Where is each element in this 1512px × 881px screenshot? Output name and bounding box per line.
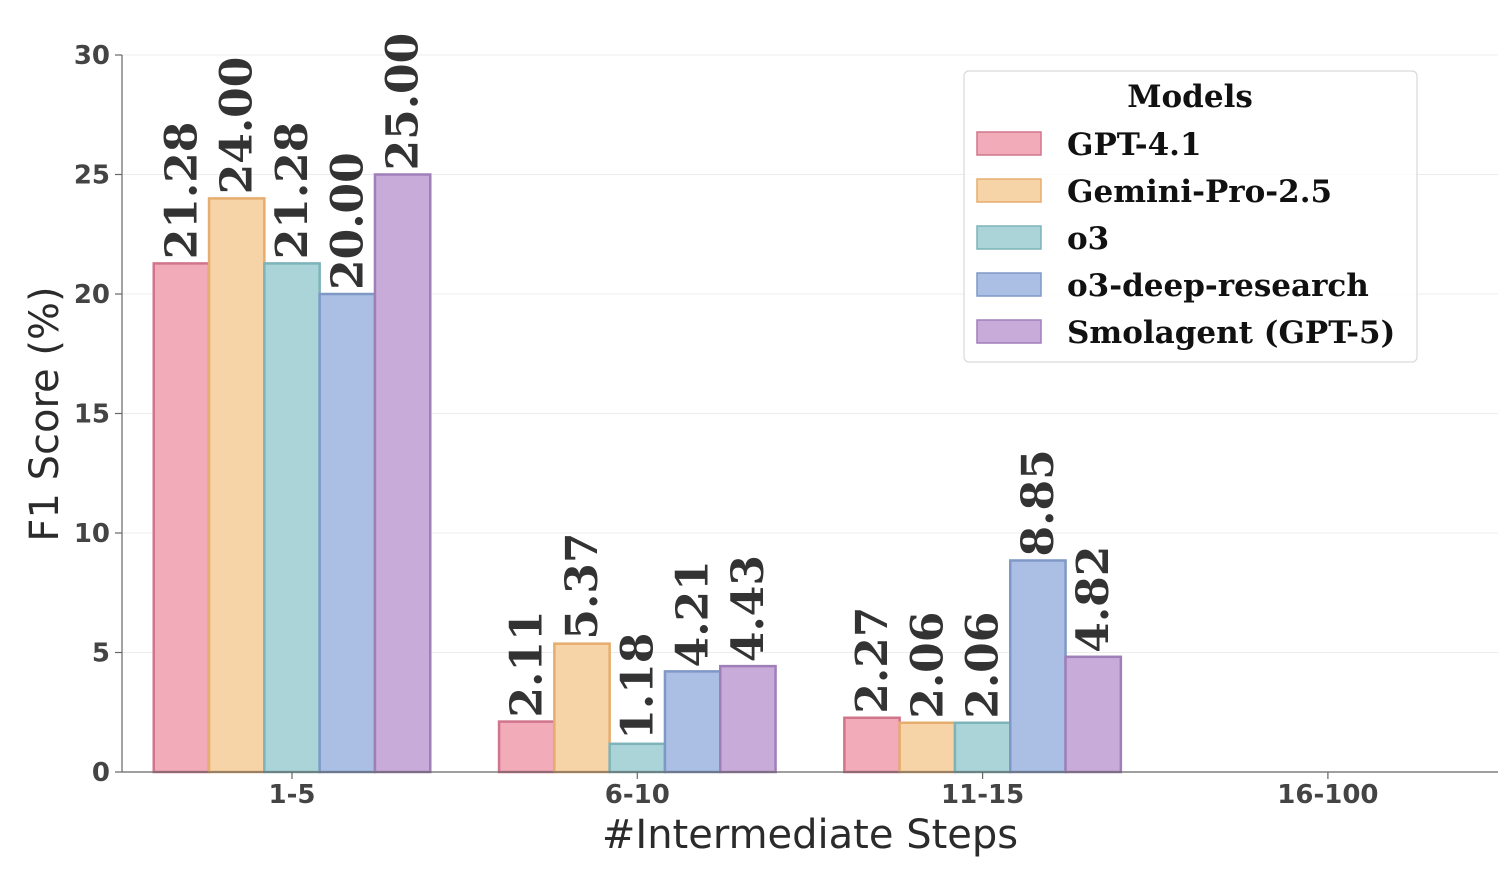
legend-items: GPT-4.1 Gemini-Pro-2.5 o3 o3-deep-research S… — [976, 127, 1395, 351]
x-tick-label: 11-15 — [941, 780, 1024, 810]
y-tick-label: 0 — [92, 758, 110, 788]
x-tick-label: 6-10 — [605, 780, 670, 810]
bar-value-label: 21.28 — [156, 122, 207, 260]
bar-value-label: 2.06 — [958, 612, 1009, 719]
bar — [207, 197, 266, 774]
legend-label: Smolagent (GPT-5) — [1067, 315, 1395, 351]
bar — [843, 716, 901, 774]
bar-labels: 21.28 2.11 2.27 24.00 5.37 2.06 21.28 1.18 2.06 2… — [156, 33, 1119, 740]
bar — [373, 173, 432, 774]
bar-value-label: 25.00 — [378, 33, 429, 171]
legend-swatch — [976, 319, 1042, 344]
y-tick-label: 25 — [74, 161, 110, 191]
bar-value-label: 1.18 — [612, 633, 663, 740]
y-tick-label: 20 — [74, 280, 110, 310]
legend-label: GPT-4.1 — [1067, 127, 1202, 163]
legend-swatch — [976, 225, 1042, 250]
legend-label: Gemini-Pro-2.5 — [1067, 174, 1332, 210]
bar — [663, 670, 722, 774]
legend: Models GPT-4.1 Gemini-Pro-2.5 o3 o3-deep-re… — [963, 70, 1418, 363]
bar — [719, 664, 777, 774]
bar — [497, 720, 556, 774]
legend-label: o3-deep-research — [1067, 268, 1369, 304]
bar-value-label: 21.28 — [267, 122, 318, 260]
y-axis-label: F1 Score (%) — [22, 286, 68, 541]
bar-value-label: 5.37 — [557, 532, 608, 639]
legend-label: o3 — [1067, 221, 1109, 257]
bar-value-label: 4.82 — [1068, 546, 1119, 653]
x-axis-label: #Intermediate Steps — [602, 812, 1018, 858]
x-ticks: 1-5 6-10 11-15 16-100 — [269, 772, 1379, 810]
legend-frame — [963, 70, 1418, 363]
x-tick-label: 16-100 — [1277, 780, 1378, 810]
bar-value-label: 24.00 — [212, 57, 263, 195]
y-tick-label: 10 — [74, 519, 110, 549]
y-tick-label: 15 — [74, 400, 110, 430]
bar — [1009, 559, 1067, 774]
bar — [953, 721, 1012, 774]
bar — [608, 742, 667, 774]
bar-value-label: 2.11 — [502, 610, 553, 717]
x-tick-label: 1-5 — [269, 780, 316, 810]
bars — [152, 173, 1123, 774]
bar-value-label: 4.21 — [668, 560, 719, 667]
legend-title: Models — [1127, 79, 1253, 115]
bar — [553, 642, 611, 774]
y-tick-label: 30 — [74, 41, 110, 71]
bar-value-label: 2.06 — [902, 612, 953, 719]
legend-swatch — [976, 178, 1042, 203]
bar — [152, 262, 211, 774]
bar — [898, 721, 957, 774]
bar — [1064, 655, 1123, 774]
legend-swatch — [976, 131, 1042, 156]
bar — [263, 262, 321, 774]
bar-value-label: 20.00 — [322, 152, 373, 290]
bar-value-label: 2.27 — [847, 607, 898, 714]
y-ticks: 0 5 10 15 20 25 30 — [74, 41, 122, 788]
bar-value-label: 4.43 — [723, 555, 774, 662]
bar — [318, 292, 377, 774]
legend-swatch — [976, 272, 1042, 297]
y-tick-label: 5 — [92, 639, 110, 669]
bar-value-label: 8.85 — [1013, 449, 1064, 556]
